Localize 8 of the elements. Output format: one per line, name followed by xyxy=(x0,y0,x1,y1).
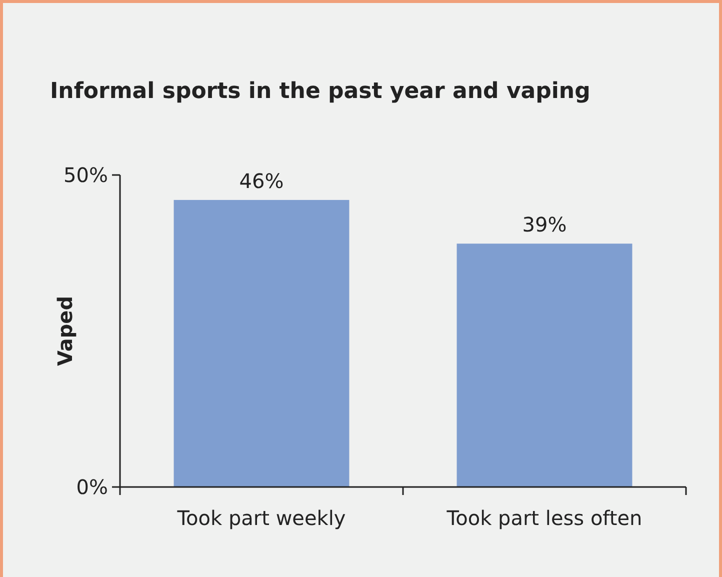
x-tick-label: Took part less often xyxy=(446,506,642,530)
data-label: 46% xyxy=(239,168,284,193)
chart-title: Informal sports in the past year and vaping xyxy=(50,79,590,104)
y-tick-label: 0% xyxy=(76,475,108,499)
y-tick-label: 50% xyxy=(64,163,108,187)
y-axis-title: Vaped xyxy=(53,296,77,366)
data-label: 39% xyxy=(522,212,567,237)
x-tick-label: Took part weekly xyxy=(176,506,346,530)
